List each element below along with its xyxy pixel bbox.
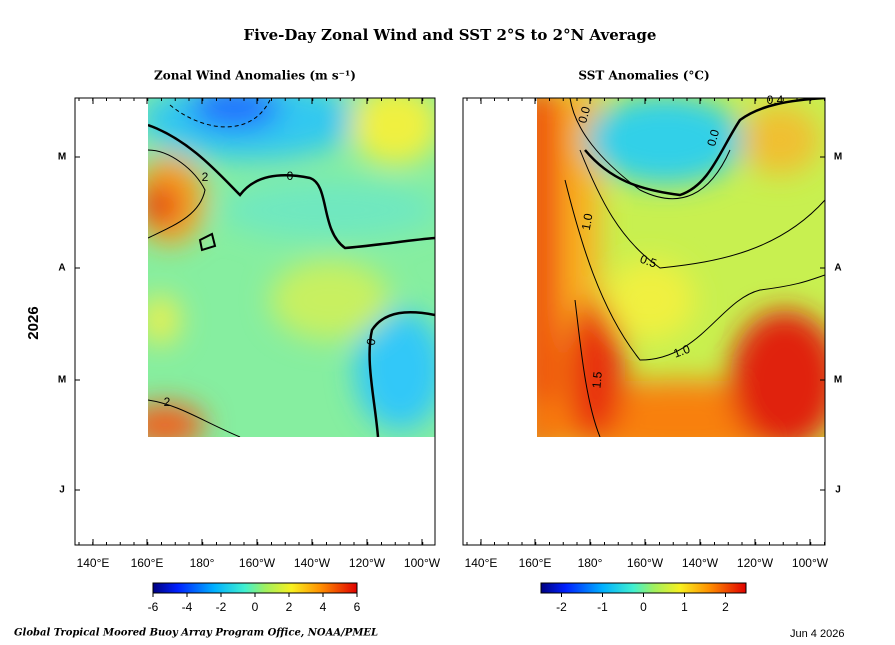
colorbar-tick-label: -2 bbox=[216, 600, 227, 614]
x-tick-label: 100°W bbox=[792, 556, 829, 570]
colorbar-tick-label: 2 bbox=[286, 600, 293, 614]
contour-label: 2 bbox=[164, 395, 171, 409]
month-label: M bbox=[834, 375, 842, 386]
x-tick-label: 140°E bbox=[465, 556, 498, 570]
colorbar-tick-label: 0 bbox=[252, 600, 259, 614]
month-label: M bbox=[58, 375, 66, 386]
colorbar-tick-label: -1 bbox=[597, 600, 608, 614]
colorbar-tick-label: 4 bbox=[320, 600, 327, 614]
sst-field bbox=[537, 98, 825, 437]
x-tick-label: 100°W bbox=[404, 556, 441, 570]
month-label: M bbox=[834, 152, 842, 163]
wind-field bbox=[148, 98, 435, 437]
colorbar-tick-label: 6 bbox=[354, 600, 361, 614]
x-tick-label: 160°W bbox=[627, 556, 664, 570]
colorbar bbox=[152, 582, 358, 594]
contour-label: 1.5 bbox=[589, 371, 604, 389]
colorbar-tick-label: -2 bbox=[556, 600, 567, 614]
colorbar-tick-label: 2 bbox=[722, 600, 729, 614]
x-tick-label: 160°E bbox=[131, 556, 164, 570]
panel-title: SST Anomalies (°C) bbox=[578, 69, 709, 83]
footer: Global Tropical Moored Buoy Array Progra… bbox=[14, 628, 378, 639]
contour-label: 1.0 bbox=[579, 212, 596, 231]
colorbar-tick-label: 0 bbox=[640, 600, 647, 614]
x-tick-label: 140°E bbox=[77, 556, 110, 570]
month-label: A bbox=[58, 263, 65, 274]
month-label: J bbox=[59, 485, 65, 496]
contour-label: 0.5 bbox=[638, 252, 659, 271]
panel-frame bbox=[462, 97, 826, 546]
x-tick-label: 140°W bbox=[294, 556, 331, 570]
x-tick-label: 140°W bbox=[682, 556, 719, 570]
contour-label: 0.0 bbox=[704, 128, 722, 148]
colorbar-tick-label: -6 bbox=[148, 600, 159, 614]
contour-label: 0 bbox=[287, 169, 294, 183]
date: Jun 4 2026 bbox=[790, 628, 844, 640]
contour-label: 0.0 bbox=[575, 105, 593, 125]
month-label: A bbox=[834, 263, 841, 274]
x-tick-label: 160°E bbox=[519, 556, 552, 570]
y-axis-label: 2026 bbox=[25, 306, 42, 339]
panel-title: Zonal Wind Anomalies (m s⁻¹) bbox=[154, 69, 356, 83]
x-tick-label: 180° bbox=[578, 556, 603, 570]
colorbar bbox=[540, 582, 747, 594]
figure-title: Five-Day Zonal Wind and SST 2°S to 2°N A… bbox=[244, 26, 657, 44]
contour-label: 2 bbox=[202, 170, 209, 184]
x-tick-label: 180° bbox=[190, 556, 215, 570]
panel-frame bbox=[74, 97, 436, 546]
x-tick-label: 120°W bbox=[737, 556, 774, 570]
x-tick-label: 160°W bbox=[239, 556, 276, 570]
contour-label: 0 bbox=[364, 337, 379, 346]
contour-label: 0.4 bbox=[767, 93, 784, 107]
month-label: J bbox=[835, 485, 841, 496]
colorbar-tick-label: -4 bbox=[182, 600, 193, 614]
x-tick-label: 120°W bbox=[349, 556, 386, 570]
contour-label: 1.0 bbox=[671, 342, 692, 361]
month-label: M bbox=[58, 152, 66, 163]
colorbar-tick-label: 1 bbox=[681, 600, 688, 614]
